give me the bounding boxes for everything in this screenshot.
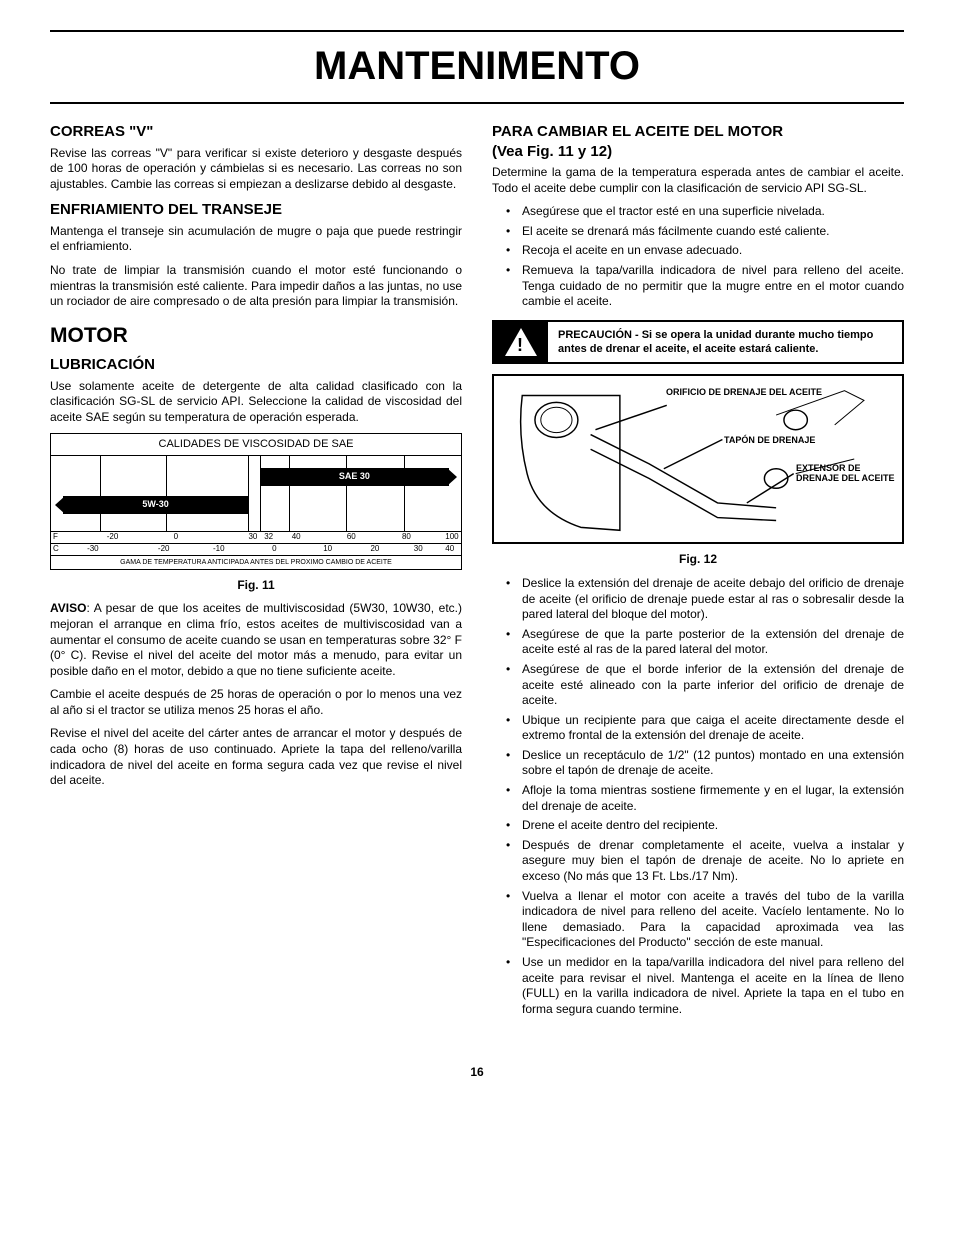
scale-c: C -30 -20 -10 0 10 20 30 40: [51, 543, 461, 555]
content-columns: CORREAS "V" Revise las correas "V" para …: [50, 116, 904, 1025]
fig12-label: Fig. 12: [492, 552, 904, 568]
f-val: 30: [248, 532, 257, 542]
label-orificio: ORIFICIO DE DRENAJE DEL ACEITE: [666, 388, 822, 398]
list-item: Afloje la toma mientras sostiene firmeme…: [492, 783, 904, 814]
f-val: 0: [174, 532, 178, 542]
fig11-label: Fig. 11: [50, 578, 462, 594]
c-val: 40: [445, 544, 454, 554]
f-label: F: [51, 532, 67, 543]
list-item: Remueva la tapa/varilla indicadora de ni…: [492, 263, 904, 310]
bar-5w30-label: 5W-30: [142, 499, 168, 511]
aviso-text: : A pesar de que los aceites de multivis…: [50, 601, 462, 677]
caution-box: PRECAUCIÓN - Si se opera la unidad duran…: [492, 320, 904, 365]
p-determine: Determine la gama de la temperatura espe…: [492, 165, 904, 196]
chart-title: CALIDADES DE VISCOSIDAD DE SAE: [51, 434, 461, 455]
c-val: 10: [323, 544, 332, 554]
page-title: MANTENIMENTO: [50, 40, 904, 92]
c-val: -10: [213, 544, 225, 554]
c-val: 20: [370, 544, 379, 554]
top-rule: [50, 30, 904, 32]
warning-icon: [494, 322, 548, 363]
c-val: -20: [158, 544, 170, 554]
list-item: El aceite se drenará más fácilmente cuan…: [492, 224, 904, 240]
c-label: C: [51, 544, 67, 555]
f-val: 32: [264, 532, 273, 542]
list-item: Deslice un receptáculo de 1/2" (12 punto…: [492, 748, 904, 779]
list-item: Ubique un recipiente para que caiga el a…: [492, 713, 904, 744]
diagram-svg: [494, 376, 902, 542]
p-lubricacion: Use solamente aceite de detergente de al…: [50, 379, 462, 426]
f-val: -20: [107, 532, 119, 542]
f-val: 100: [445, 532, 458, 542]
bullets-1: Asegúrese que el tractor esté en una sup…: [492, 204, 904, 310]
chart-footer: GAMA DE TEMPERATURA ANTICIPADA ANTES DEL…: [51, 555, 461, 569]
list-item: Asegúrese de que el borde inferior de la…: [492, 662, 904, 709]
page-number: 16: [50, 1065, 904, 1081]
p-cambie: Cambie el aceite después de 25 horas de …: [50, 687, 462, 718]
c-val: -30: [87, 544, 99, 554]
viscosity-chart: CALIDADES DE VISCOSIDAD DE SAE SAE 30 5W…: [50, 433, 462, 569]
list-item: Asegúrese de que la parte posterior de l…: [492, 627, 904, 658]
scale-f: F -20 0 30 32 40 60 80 100: [51, 531, 461, 543]
right-column: PARA CAMBIAR EL ACEITE DEL MOTOR (Vea Fi…: [492, 116, 904, 1025]
f-val: 80: [402, 532, 411, 542]
p-aviso: AVISO: A pesar de que los aceites de mul…: [50, 601, 462, 679]
list-item: Vuelva a llenar el motor con aceite a tr…: [492, 889, 904, 951]
list-item: Asegúrese que el tractor esté en una sup…: [492, 204, 904, 220]
label-extensor: EXTENSOR DE DRENAJE DEL ACEITE: [796, 464, 902, 484]
label-tapon: TAPÓN DE DRENAJE: [724, 436, 815, 446]
left-column: CORREAS "V" Revise las correas "V" para …: [50, 116, 462, 1025]
c-val: 0: [272, 544, 276, 554]
f-val: 40: [292, 532, 301, 542]
p-revise: Revise el nivel del aceite del cárter an…: [50, 726, 462, 788]
h-enfriamiento: ENFRIAMIENTO DEL TRANSEJE: [50, 200, 462, 220]
chart-body: SAE 30 5W-30: [51, 456, 461, 531]
f-val: 60: [347, 532, 356, 542]
p-correas: Revise las correas "V" para verificar si…: [50, 146, 462, 193]
list-item: Deslice la extensión del drenaje de acei…: [492, 576, 904, 623]
h-correas: CORREAS "V": [50, 122, 462, 142]
p-enfriamiento2: No trate de limpiar la transmisión cuand…: [50, 263, 462, 310]
h-cambiar: PARA CAMBIAR EL ACEITE DEL MOTOR: [492, 122, 904, 142]
p-enfriamiento1: Mantenga el transeje sin acumulación de …: [50, 224, 462, 255]
bar-sae30: SAE 30: [260, 468, 449, 486]
h-motor: MOTOR: [50, 322, 462, 349]
title-rule: [50, 102, 904, 104]
c-val: 30: [414, 544, 423, 554]
engine-diagram: ORIFICIO DE DRENAJE DEL ACEITE TAPÓN DE …: [492, 374, 904, 544]
aviso-label: AVISO: [50, 601, 86, 615]
caution-text: PRECAUCIÓN - Si se opera la unidad duran…: [548, 322, 902, 363]
bar-sae30-label: SAE 30: [339, 471, 370, 483]
h-lubricacion: LUBRICACIÓN: [50, 355, 462, 375]
bar-5w30: 5W-30: [63, 496, 248, 514]
list-item: Recoja el aceite en un envase adecuado.: [492, 243, 904, 259]
list-item: Después de drenar completamente el aceit…: [492, 838, 904, 885]
list-item: Drene el aceite dentro del recipiente.: [492, 818, 904, 834]
list-item: Use un medidor en la tapa/varilla indica…: [492, 955, 904, 1017]
bullets-2: Deslice la extensión del drenaje de acei…: [492, 576, 904, 1017]
h-vea: (Vea Fig. 11 y 12): [492, 142, 904, 162]
